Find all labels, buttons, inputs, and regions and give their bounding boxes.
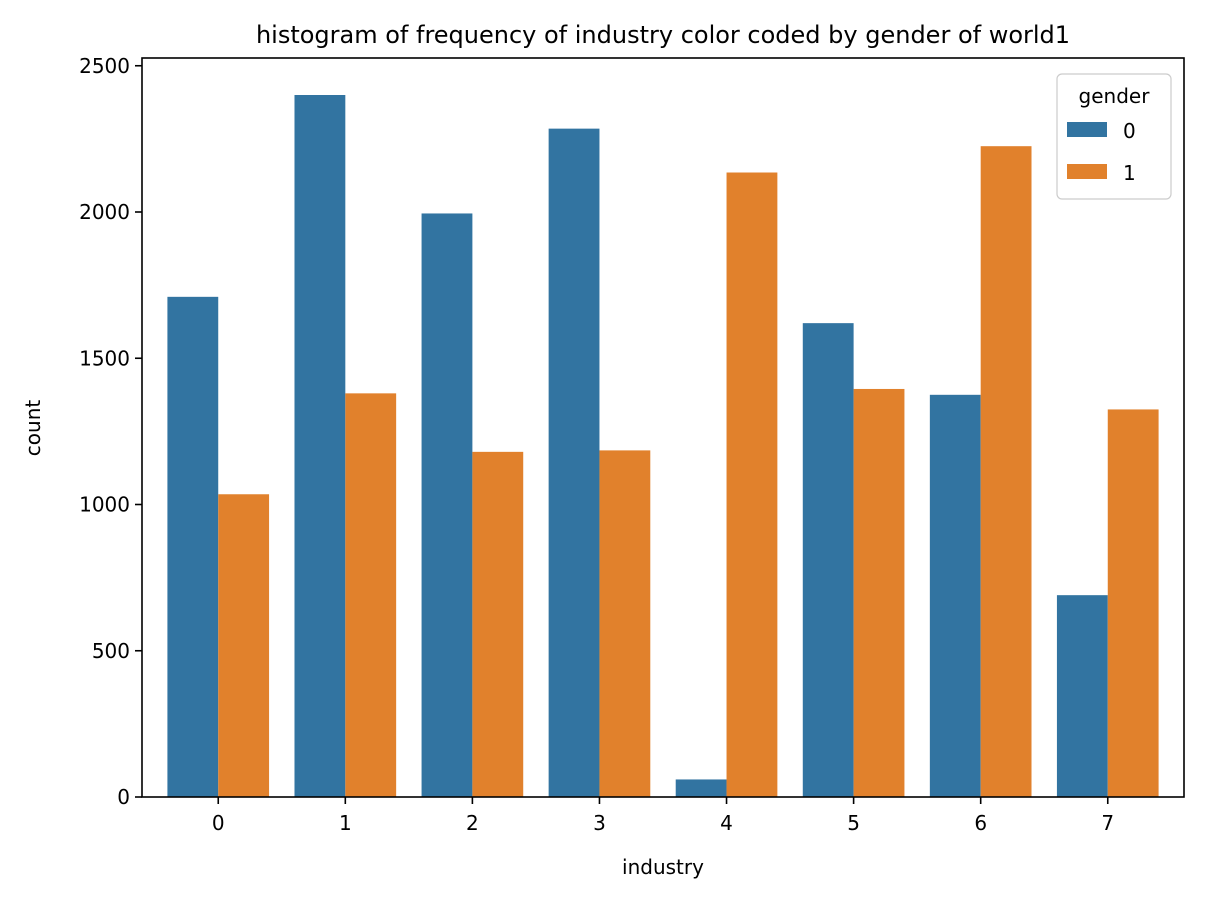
bar-industry-7-gender-0 <box>1056 595 1108 797</box>
bar-industry-1-gender-0 <box>294 95 346 797</box>
x-tick-label: 3 <box>593 811 606 835</box>
y-tick-label: 2000 <box>79 200 130 224</box>
y-tick-label: 500 <box>92 639 130 663</box>
bars-group <box>167 95 1159 797</box>
bar-industry-7-gender-1 <box>1107 409 1159 797</box>
bar-industry-0-gender-1 <box>218 494 270 797</box>
bar-industry-2-gender-1 <box>472 451 524 797</box>
bar-industry-6-gender-1 <box>980 146 1032 797</box>
legend-swatch-gender-0 <box>1067 122 1107 137</box>
bar-industry-5-gender-1 <box>853 388 905 797</box>
bar-industry-3-gender-1 <box>599 450 651 797</box>
legend: gender 0 1 <box>1056 73 1172 200</box>
legend-swatch-gender-1 <box>1067 164 1107 179</box>
x-tick-label: 6 <box>974 811 987 835</box>
bar-industry-0-gender-0 <box>167 296 219 797</box>
y-tick-label: 0 <box>117 785 130 809</box>
x-tick-label: 0 <box>212 811 225 835</box>
bar-industry-4-gender-1 <box>726 172 778 797</box>
y-tick-label: 2500 <box>79 54 130 78</box>
bar-industry-2-gender-0 <box>421 213 473 797</box>
x-axis-ticks: 0 1 2 3 4 5 6 7 <box>212 797 1114 835</box>
x-tick-label: 5 <box>847 811 860 835</box>
bar-industry-4-gender-0 <box>675 779 727 797</box>
legend-label-gender-1: 1 <box>1123 161 1136 185</box>
bar-industry-3-gender-0 <box>548 128 600 797</box>
x-tick-label: 7 <box>1101 811 1114 835</box>
y-axis-label: count <box>21 400 45 457</box>
bar-industry-1-gender-1 <box>345 393 397 797</box>
bar-industry-6-gender-0 <box>929 394 981 797</box>
y-tick-label: 1500 <box>79 346 130 370</box>
legend-title: gender <box>1079 84 1151 108</box>
x-axis-label: industry <box>622 855 704 879</box>
chart-title: histogram of frequency of industry color… <box>256 21 1070 49</box>
legend-label-gender-0: 0 <box>1123 119 1136 143</box>
bar-industry-5-gender-0 <box>802 323 854 797</box>
plot-frame <box>141 57 1185 798</box>
x-tick-label: 4 <box>720 811 733 835</box>
x-tick-label: 2 <box>466 811 479 835</box>
x-tick-label: 1 <box>339 811 352 835</box>
y-axis-ticks: 0 500 1000 1500 2000 2500 <box>79 54 142 809</box>
y-tick-label: 1000 <box>79 493 130 517</box>
